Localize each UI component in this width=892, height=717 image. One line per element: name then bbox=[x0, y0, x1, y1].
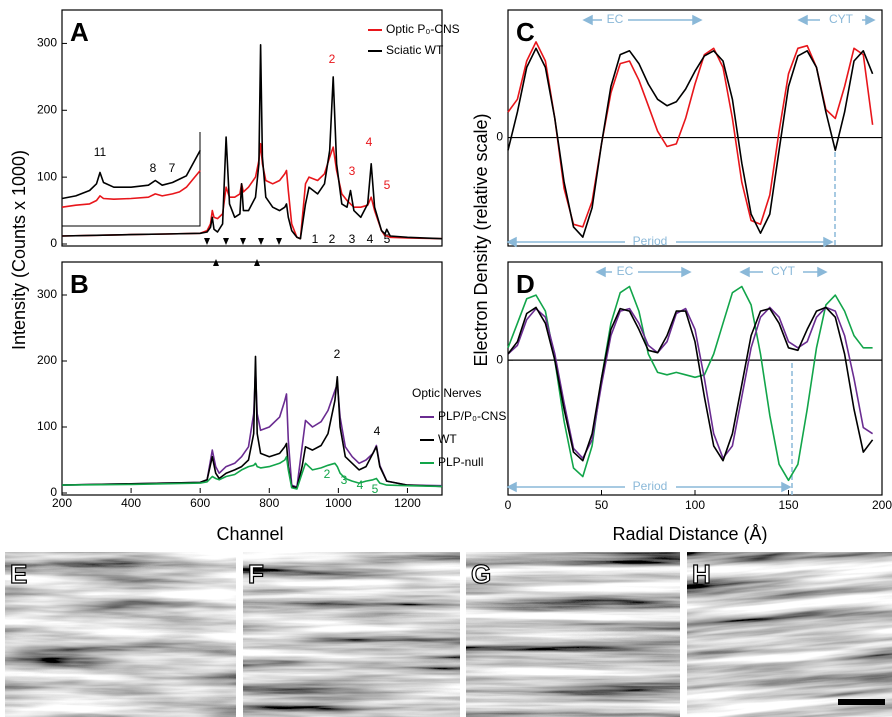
y-tick-label: 300 bbox=[37, 287, 57, 301]
frame-b bbox=[61, 261, 443, 496]
annotation: 4 bbox=[357, 478, 364, 492]
y-tick-label: 0 bbox=[50, 236, 57, 250]
annotation: EC bbox=[607, 12, 624, 26]
annotation: 2 bbox=[329, 52, 336, 66]
scale-bar bbox=[838, 699, 885, 705]
x-tick-label: 400 bbox=[121, 496, 141, 510]
annotation-arrows bbox=[506, 14, 876, 495]
y-tick-label: 100 bbox=[37, 419, 57, 433]
series-line bbox=[61, 142, 443, 240]
annotation: 3 bbox=[349, 164, 356, 178]
legend-label: PLP-null bbox=[438, 455, 483, 469]
annotation: 2 bbox=[329, 232, 336, 246]
inset-box bbox=[62, 132, 201, 227]
series-line bbox=[61, 150, 201, 200]
y-tick-label: 0 bbox=[496, 352, 503, 366]
annotation: 3 bbox=[349, 232, 356, 246]
x-axis-label: Channel bbox=[216, 524, 283, 544]
x-tick-label: 0 bbox=[505, 498, 512, 512]
annotation: 5 bbox=[384, 232, 391, 246]
frame-c bbox=[507, 9, 883, 247]
x-tick-label: 50 bbox=[595, 498, 609, 512]
annotation: 5 bbox=[372, 482, 379, 496]
annotation: Period bbox=[633, 479, 668, 493]
y-tick-label: 300 bbox=[37, 36, 57, 50]
series-line bbox=[507, 285, 873, 482]
panel-label: A bbox=[70, 17, 89, 47]
x-tick-label: 600 bbox=[190, 496, 210, 510]
y-tick-label: 0 bbox=[50, 485, 57, 499]
annotation: 5 bbox=[384, 178, 391, 192]
x-axis-label: Radial Distance (Å) bbox=[612, 524, 767, 544]
panel-label: G bbox=[471, 559, 491, 589]
x-tick-label: 200 bbox=[52, 496, 72, 510]
annotation: 7 bbox=[169, 161, 176, 175]
annotation: 4 bbox=[374, 424, 381, 438]
micrograph bbox=[5, 552, 236, 717]
legend-label: WT bbox=[438, 432, 457, 446]
y-axis-label: Intensity (Counts x 1000) bbox=[9, 150, 29, 350]
annotation: 1 bbox=[312, 232, 319, 246]
micrograph bbox=[687, 552, 892, 717]
series-line bbox=[61, 44, 443, 240]
panel-label: B bbox=[70, 269, 89, 299]
peak-markers bbox=[204, 238, 282, 266]
annotation: 4 bbox=[367, 232, 374, 246]
x-tick-label: 200 bbox=[872, 498, 892, 512]
panel-label: E bbox=[10, 559, 27, 589]
annotation: CYT bbox=[829, 12, 854, 26]
annotation: 8 bbox=[150, 161, 157, 175]
series-line bbox=[61, 455, 443, 490]
x-tick-label: 100 bbox=[685, 498, 705, 512]
y-tick-label: 200 bbox=[37, 353, 57, 367]
annotation: Period bbox=[633, 234, 668, 248]
y-tick-label: 0 bbox=[496, 130, 503, 144]
x-tick-label: 1000 bbox=[325, 496, 352, 510]
series-line bbox=[507, 306, 874, 459]
annotation: CYT bbox=[771, 264, 796, 278]
annotation: EC bbox=[617, 264, 634, 278]
legend-label: Optic P₀-CNS bbox=[386, 22, 460, 36]
legend-title: Optic Nerves bbox=[412, 386, 481, 400]
panel-label: C bbox=[516, 17, 535, 47]
frame-a bbox=[61, 9, 443, 247]
annotation: 3 bbox=[341, 473, 348, 487]
frame-d bbox=[507, 261, 883, 496]
y-tick-label: 100 bbox=[37, 169, 57, 183]
legend-label: Sciatic WT bbox=[386, 43, 444, 57]
series-line bbox=[507, 41, 874, 228]
annotation: 2 bbox=[334, 347, 341, 361]
panel-label: F bbox=[248, 559, 264, 589]
x-tick-label: 1200 bbox=[394, 496, 421, 510]
annotation: 4 bbox=[366, 135, 373, 149]
panel-label: H bbox=[692, 559, 711, 589]
y-axis-label: Electron Density (relative scale) bbox=[471, 113, 491, 366]
series-line bbox=[507, 47, 874, 238]
micrograph bbox=[243, 552, 460, 717]
legend-label: PLP/P₀-CNS bbox=[438, 409, 506, 423]
series-line bbox=[61, 169, 201, 208]
annotation: 11 bbox=[94, 145, 107, 159]
micrographs bbox=[5, 552, 892, 717]
series-line bbox=[507, 306, 874, 462]
annotation: 2 bbox=[324, 467, 331, 481]
series-line bbox=[61, 370, 443, 488]
x-tick-label: 150 bbox=[778, 498, 798, 512]
x-tick-label: 800 bbox=[259, 496, 279, 510]
y-tick-label: 200 bbox=[37, 102, 57, 116]
micrograph bbox=[466, 552, 680, 717]
panel-label: D bbox=[516, 269, 535, 299]
